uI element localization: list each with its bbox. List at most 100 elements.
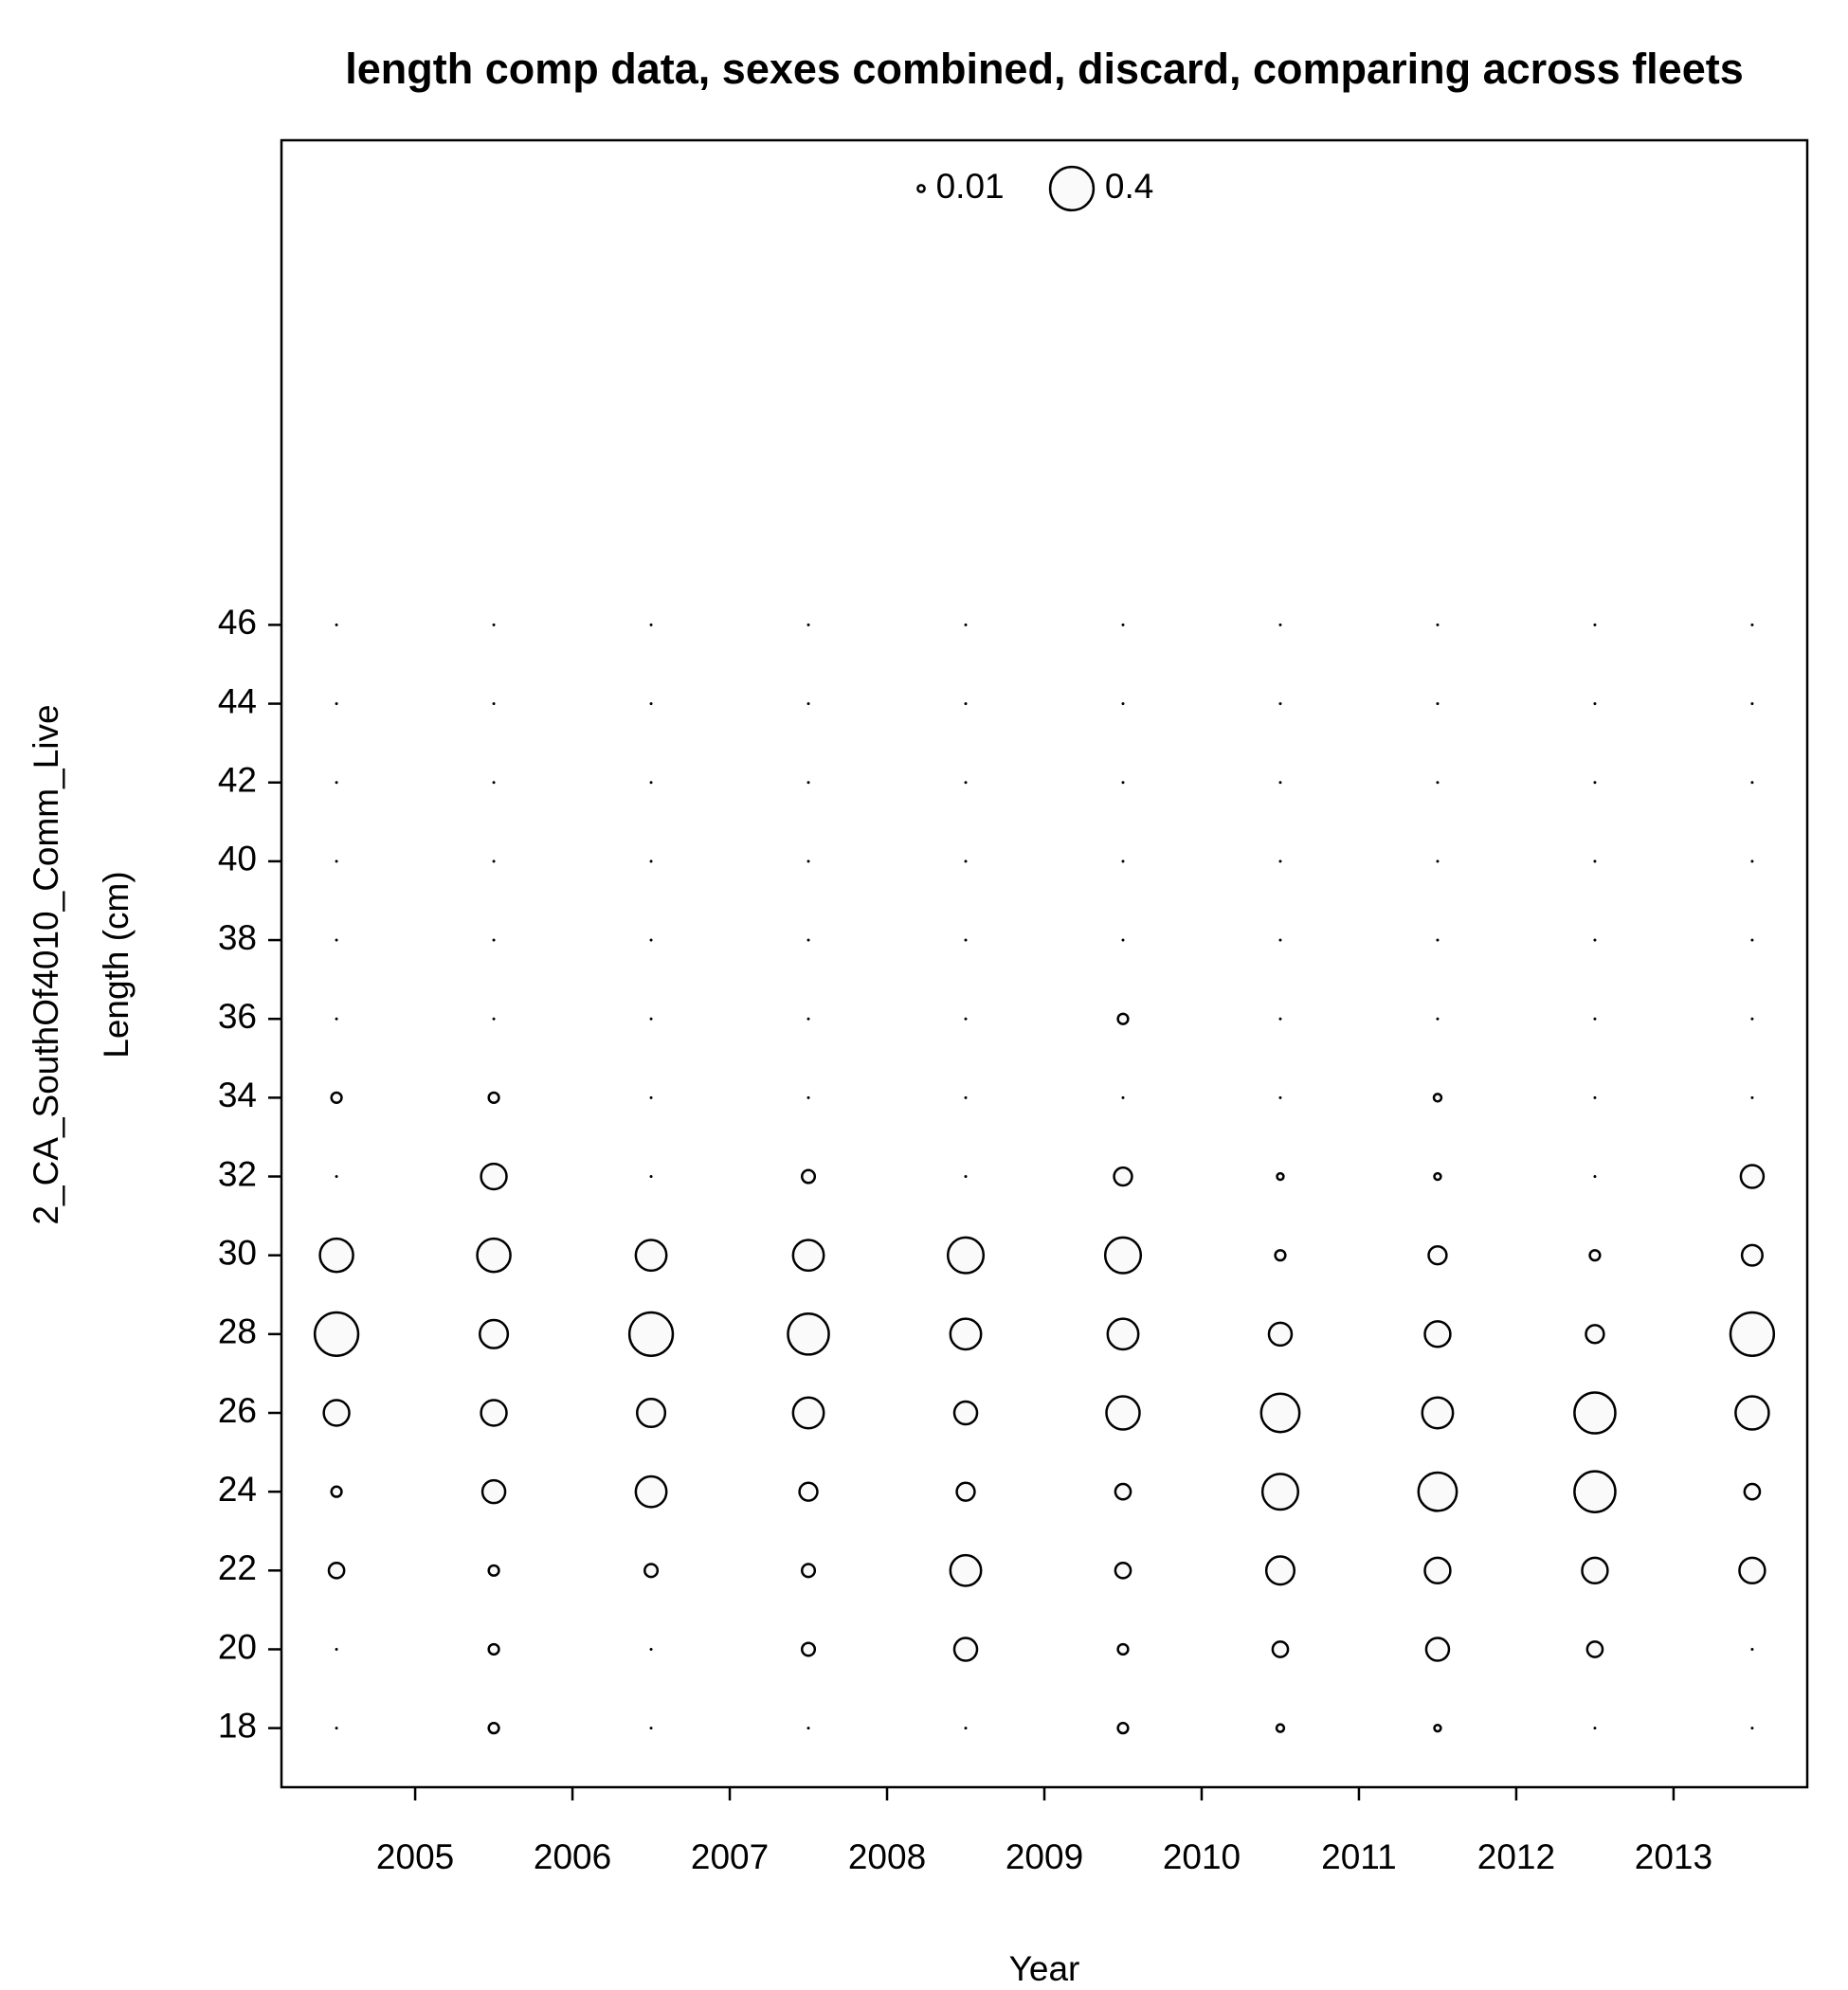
y-tick-label: 18 bbox=[218, 1706, 257, 1745]
bubble bbox=[634, 1474, 668, 1509]
bubble bbox=[952, 1400, 979, 1426]
y-tick-label: 38 bbox=[218, 918, 257, 957]
bubble bbox=[801, 1168, 817, 1185]
bubble bbox=[1276, 1171, 1285, 1182]
zero-point bbox=[1278, 702, 1282, 706]
zero-point bbox=[1121, 859, 1125, 863]
zero-point bbox=[335, 1174, 338, 1179]
zero-point bbox=[492, 702, 496, 706]
zero-point bbox=[1278, 1095, 1282, 1099]
zero-point bbox=[1278, 859, 1282, 863]
zero-point bbox=[806, 623, 810, 626]
bubble bbox=[1738, 1556, 1766, 1585]
zero-point bbox=[649, 1727, 653, 1730]
bubble bbox=[1106, 1317, 1140, 1351]
zero-point bbox=[1436, 859, 1440, 863]
zero-point bbox=[649, 1017, 653, 1021]
zero-point bbox=[806, 938, 810, 942]
zero-point bbox=[649, 859, 653, 863]
zero-point bbox=[649, 781, 653, 785]
bubble bbox=[1585, 1640, 1604, 1658]
zero-point bbox=[649, 623, 653, 626]
zero-point bbox=[1121, 702, 1125, 706]
bubble bbox=[1573, 1391, 1617, 1435]
bubble bbox=[1588, 1249, 1602, 1262]
bubble bbox=[801, 1641, 817, 1657]
zero-point bbox=[335, 1017, 338, 1021]
zero-point bbox=[1278, 1017, 1282, 1021]
zero-point bbox=[1121, 781, 1125, 785]
zero-point bbox=[1750, 938, 1754, 942]
bubble bbox=[480, 1399, 508, 1427]
y-tick-label: 42 bbox=[218, 761, 257, 800]
bubble bbox=[1271, 1640, 1290, 1658]
bubble bbox=[487, 1642, 500, 1656]
bubble bbox=[487, 1091, 500, 1104]
chart-title: length comp data, sexes combined, discar… bbox=[345, 45, 1743, 93]
zero-point bbox=[1121, 1095, 1125, 1099]
bubble bbox=[1424, 1637, 1451, 1662]
zero-point bbox=[1593, 859, 1597, 863]
zero-point bbox=[492, 623, 496, 626]
legend-label: 0.4 bbox=[1105, 167, 1153, 206]
bubble bbox=[1433, 1171, 1442, 1182]
zero-point bbox=[806, 702, 810, 706]
zero-point bbox=[335, 938, 338, 942]
bubble bbox=[327, 1561, 346, 1580]
bubble bbox=[1729, 1311, 1776, 1357]
bubble bbox=[791, 1396, 825, 1430]
zero-point bbox=[1593, 938, 1597, 942]
zero-point bbox=[1436, 702, 1440, 706]
bubble bbox=[479, 1318, 510, 1349]
bubble bbox=[1114, 1561, 1132, 1580]
zero-point bbox=[964, 623, 968, 626]
bubble bbox=[487, 1722, 500, 1735]
bubble bbox=[1573, 1470, 1617, 1513]
bubble bbox=[1423, 1320, 1452, 1348]
zero-point bbox=[492, 859, 496, 863]
bubble bbox=[480, 1162, 508, 1191]
y-tick-label: 26 bbox=[218, 1391, 257, 1430]
x-tick-label: 2005 bbox=[376, 1837, 454, 1876]
zero-point bbox=[335, 1647, 338, 1652]
bubble bbox=[1103, 1236, 1143, 1275]
zero-point bbox=[1436, 781, 1440, 785]
zero-point bbox=[1593, 1174, 1597, 1179]
zero-point bbox=[335, 702, 338, 706]
y-tick-label: 36 bbox=[218, 997, 257, 1036]
zero-point bbox=[649, 1174, 653, 1179]
zero-point bbox=[1121, 938, 1125, 942]
zero-point bbox=[1593, 1727, 1597, 1730]
zero-point bbox=[1436, 623, 1440, 626]
bubble bbox=[1417, 1471, 1458, 1512]
bubble bbox=[1585, 1324, 1605, 1345]
zero-point bbox=[964, 1095, 968, 1099]
bubble bbox=[801, 1563, 817, 1579]
zero-point bbox=[1436, 1017, 1440, 1021]
y-tick-label: 46 bbox=[218, 603, 257, 642]
bubble bbox=[627, 1311, 675, 1357]
zero-point bbox=[649, 1095, 653, 1099]
bubble bbox=[643, 1563, 660, 1579]
zero-point bbox=[964, 781, 968, 785]
zero-point bbox=[806, 859, 810, 863]
x-tick-label: 2007 bbox=[691, 1837, 769, 1876]
y-tick-label: 22 bbox=[218, 1548, 257, 1587]
bubble bbox=[1114, 1482, 1132, 1501]
bubble bbox=[1423, 1556, 1452, 1585]
bubble bbox=[318, 1237, 354, 1274]
zero-point bbox=[1121, 623, 1125, 626]
y-tick-label: 24 bbox=[218, 1470, 257, 1509]
zero-point bbox=[964, 1174, 968, 1179]
zero-point bbox=[1750, 781, 1754, 785]
bubble bbox=[787, 1312, 830, 1356]
bubble bbox=[1260, 1473, 1300, 1511]
bubble bbox=[476, 1237, 512, 1274]
x-tick-label: 2011 bbox=[1321, 1837, 1397, 1876]
y-tick-label: 40 bbox=[218, 840, 257, 878]
y-tick-label: 34 bbox=[218, 1076, 257, 1114]
zero-point bbox=[1593, 623, 1597, 626]
bubble bbox=[313, 1311, 360, 1357]
zero-point bbox=[1750, 1017, 1754, 1021]
bubble bbox=[952, 1637, 979, 1662]
